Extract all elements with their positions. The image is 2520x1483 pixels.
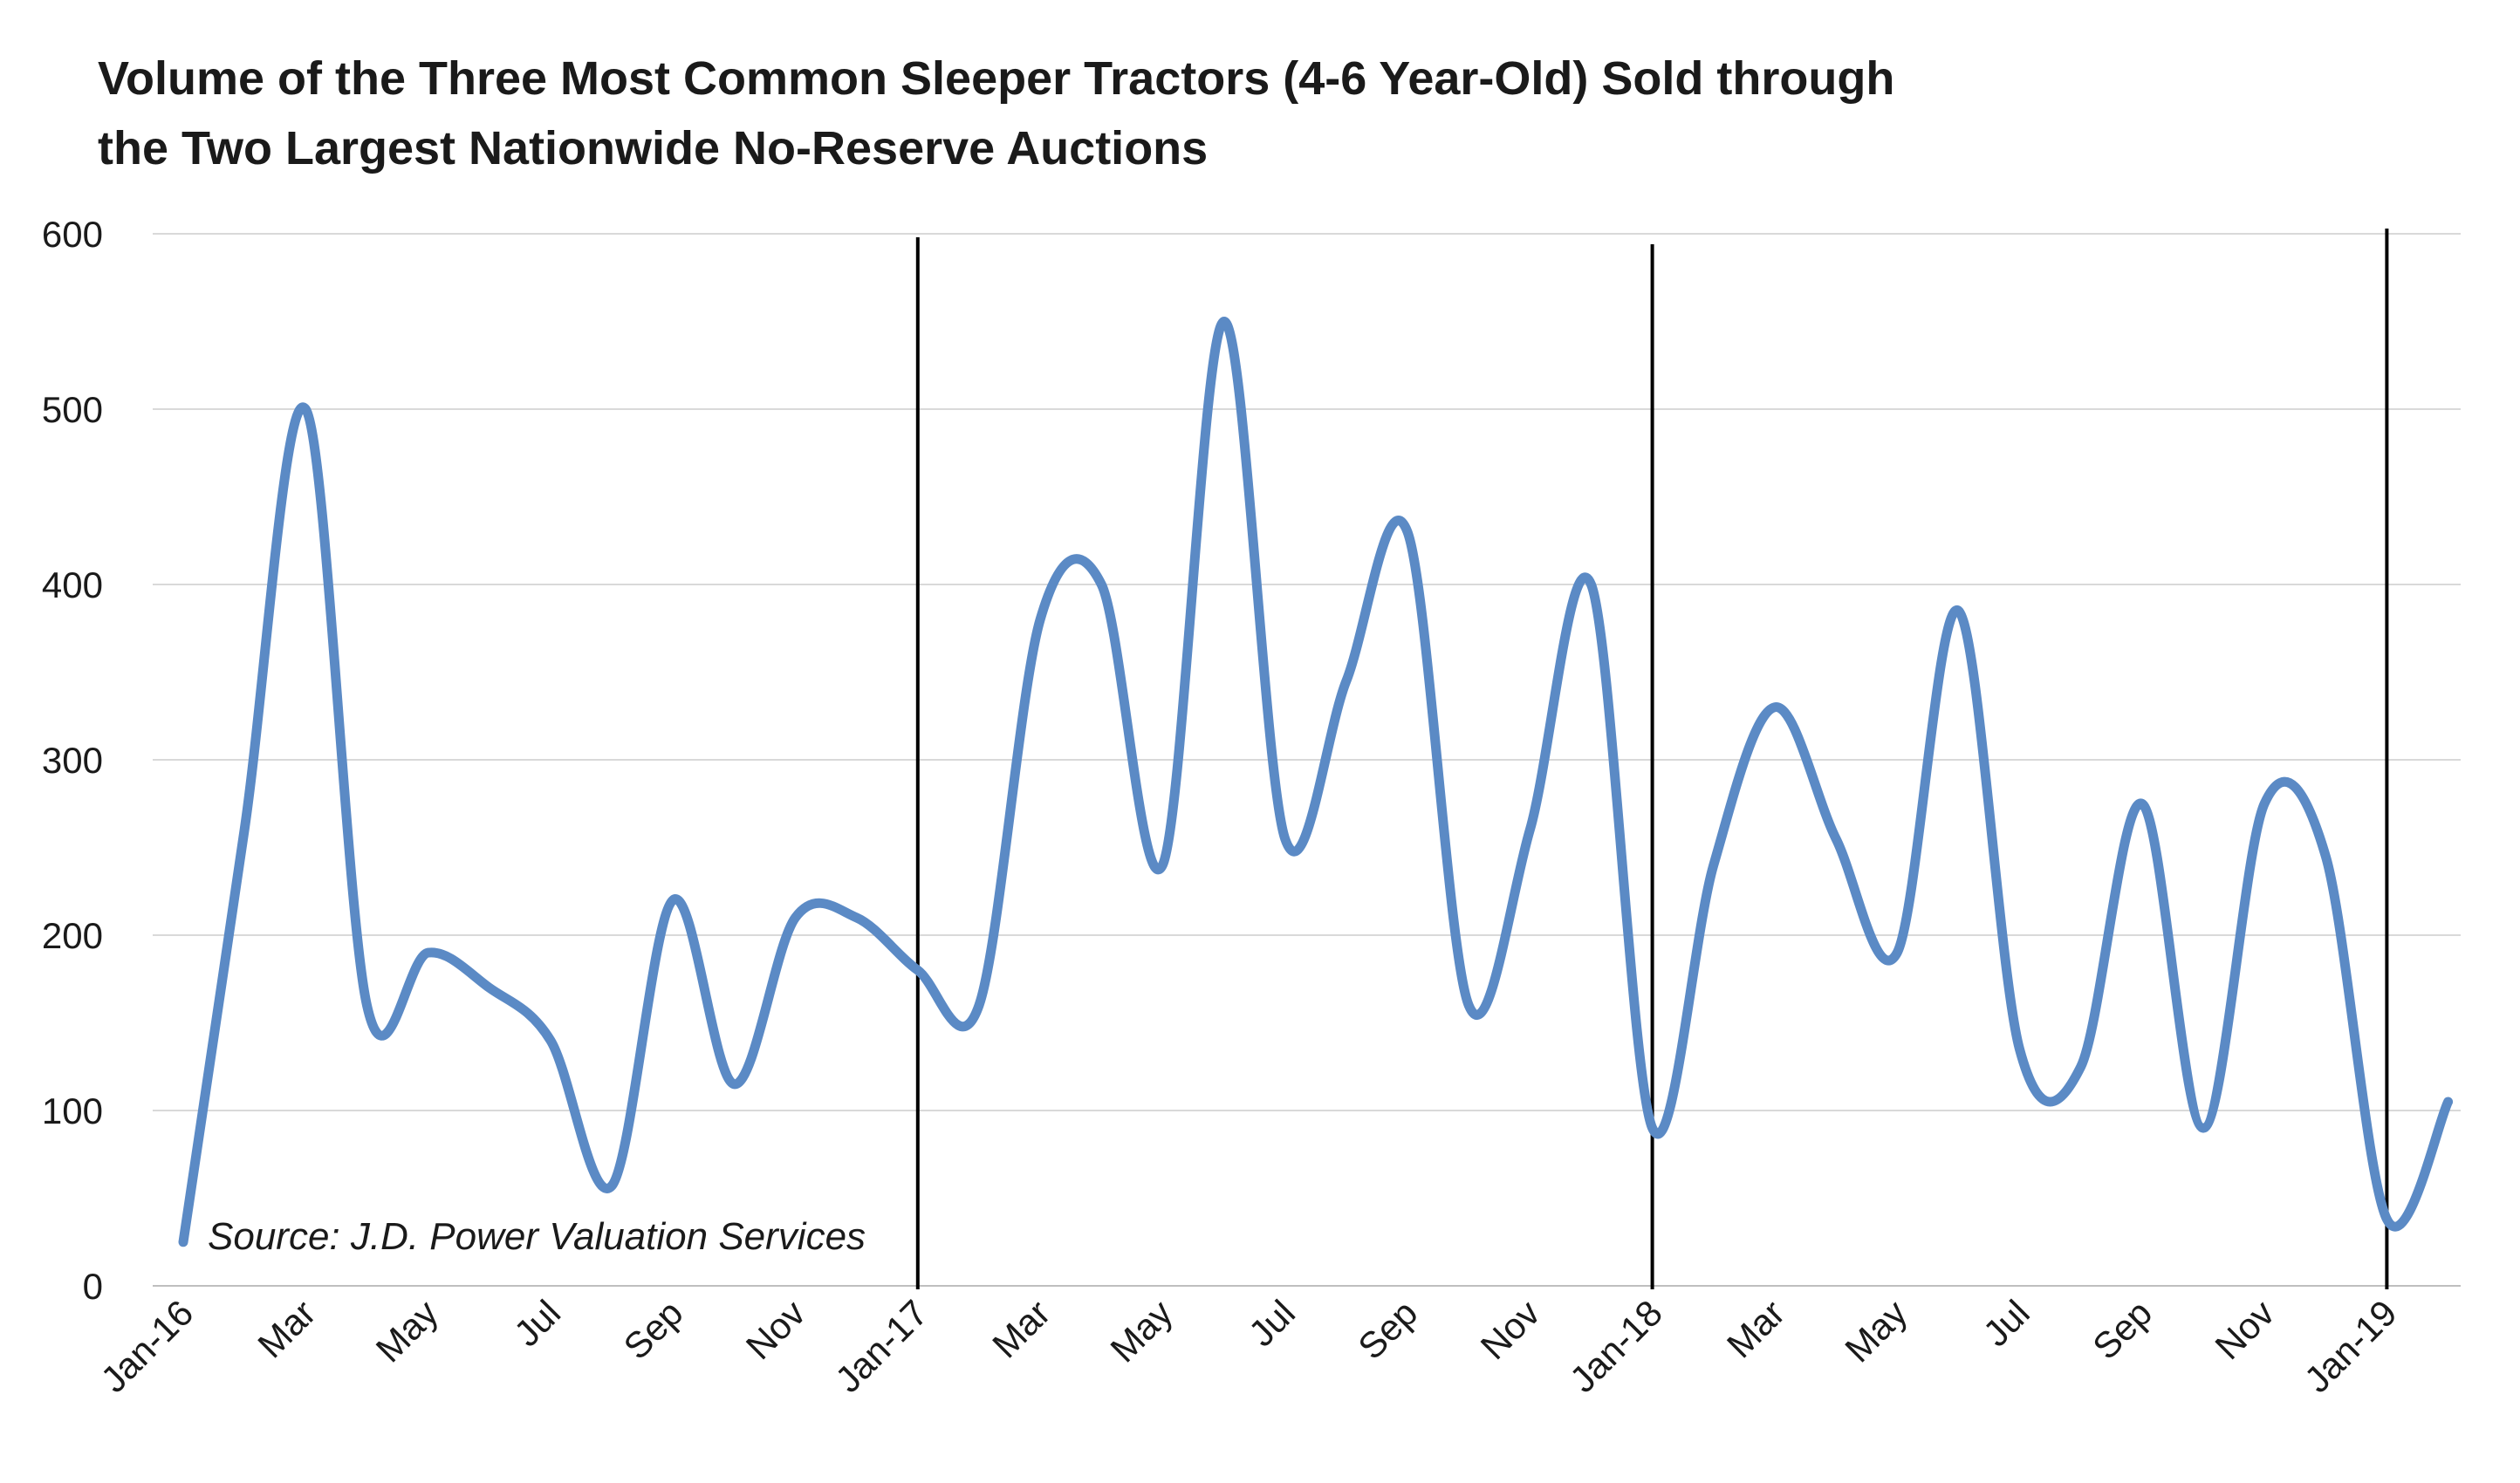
x-tick-label-11: Nov (1473, 1292, 1548, 1367)
x-tick-label-13: Mar (1719, 1292, 1792, 1365)
series-line-0 (178, 316, 2454, 1247)
x-axis-ticks: Jan-16 Mar May Jul Sep Nov Jan-17 Mar May Jul Sep N… (92, 1292, 2404, 1400)
x-tick-label-1: Mar (250, 1292, 323, 1365)
chart-title-line-1: Volume of the Three Most Common Sleeper … (98, 52, 1894, 105)
source-note: Source: J.D. Power Valuation Services (208, 1215, 866, 1258)
x-tick-label-0: Jan-16 (92, 1292, 201, 1400)
series-layer (178, 316, 2454, 1247)
x-tick-label-5: Nov (738, 1292, 813, 1367)
x-tick-label-3: Jul (506, 1292, 568, 1354)
x-tick-label-2: May (368, 1292, 446, 1370)
gridlines (153, 233, 2461, 1287)
y-tick-label-500: 500 (42, 389, 103, 430)
y-axis-ticks: 0 100 200 300 400 500 600 (42, 214, 103, 1307)
x-tick-label-7: Mar (984, 1292, 1058, 1365)
x-tick-label-9: Jul (1241, 1292, 1303, 1354)
y-tick-label-0: 0 (83, 1266, 103, 1307)
y-tick-label-200: 200 (42, 915, 103, 956)
x-tick-label-4: Sep (615, 1292, 690, 1367)
x-tick-label-12: Jan-18 (1562, 1292, 1670, 1400)
x-tick-label-15: Jul (1976, 1292, 2037, 1354)
chart-title-line-2: the Two Largest Nationwide No-Reserve Au… (98, 122, 1208, 174)
x-tick-label-14: May (1837, 1292, 1914, 1370)
y-tick-label-300: 300 (42, 740, 103, 781)
x-tick-label-16: Sep (2085, 1292, 2160, 1367)
y-tick-label-600: 600 (42, 214, 103, 255)
x-tick-label-8: May (1102, 1292, 1180, 1370)
x-tick-label-10: Sep (1350, 1292, 1425, 1367)
x-tick-label-18: Jan-19 (2297, 1292, 2405, 1400)
y-tick-label-100: 100 (42, 1090, 103, 1131)
x-tick-label-6: Jan-17 (827, 1292, 935, 1400)
x-tick-label-17: Nov (2207, 1292, 2282, 1367)
y-tick-label-400: 400 (42, 564, 103, 605)
